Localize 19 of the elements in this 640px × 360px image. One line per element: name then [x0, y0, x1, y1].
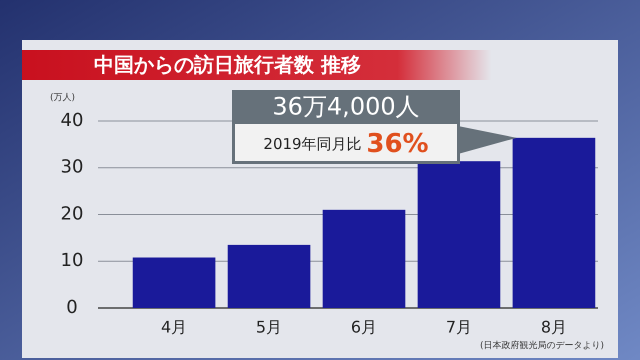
bar	[512, 138, 596, 308]
bar	[322, 210, 406, 308]
text: 36万4,000人	[272, 92, 420, 121]
x-tick-label: 8月	[540, 317, 568, 336]
y-tick-label: 10	[60, 250, 84, 272]
y-tick-label: 20	[60, 203, 84, 224]
y-tick-label: 0	[66, 296, 78, 318]
y-tick-label: 30	[60, 156, 84, 178]
annotation: 2019年同月比 36%	[263, 129, 429, 160]
y-axis-title: (万人)	[50, 92, 76, 103]
text: (日本政府観光局のデータより)	[480, 340, 604, 351]
x-tick-label: 7月	[446, 317, 472, 336]
chart-title: 中国からの訪日旅行者数 推移	[94, 52, 361, 76]
x-tick-label: 5月	[256, 317, 282, 336]
bar	[228, 244, 310, 308]
x-tick-label: 6月	[350, 317, 378, 336]
x-tick-label: 4月	[160, 317, 188, 336]
bar	[132, 258, 216, 308]
y-tick-label: 40	[60, 110, 84, 131]
